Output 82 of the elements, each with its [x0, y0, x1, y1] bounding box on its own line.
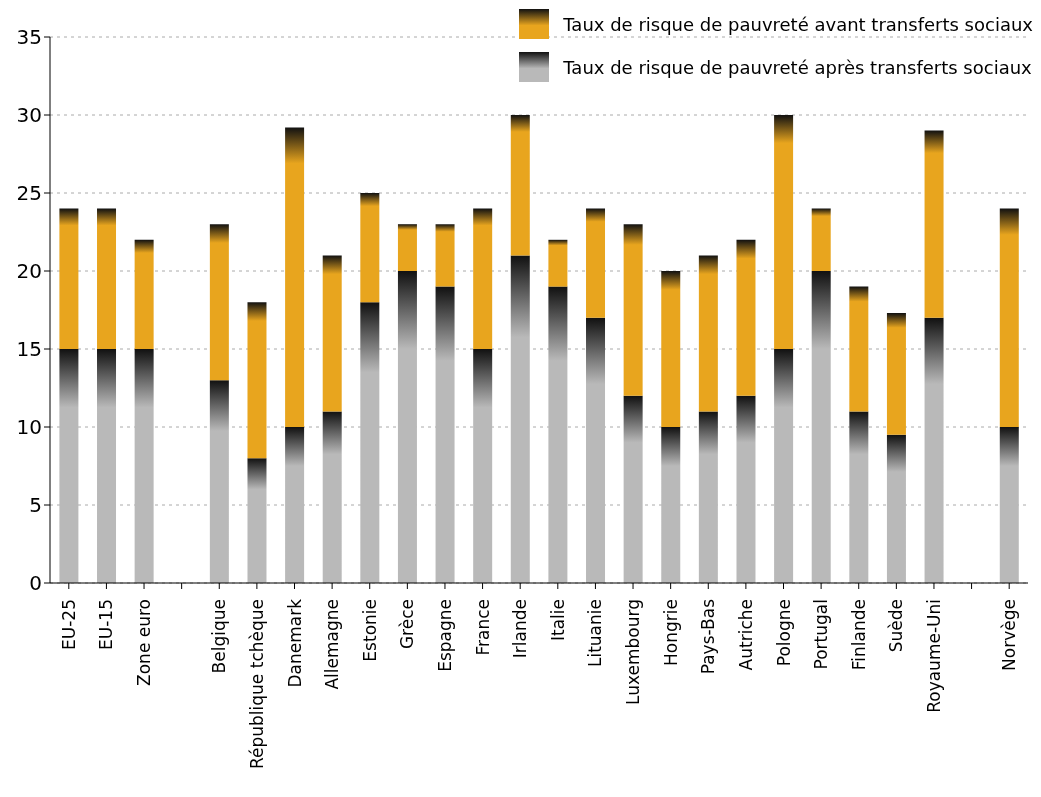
bar — [97, 349, 117, 583]
y-tick-label: 30 — [16, 103, 42, 128]
bar — [999, 427, 1019, 583]
bar — [59, 208, 79, 349]
bar — [360, 193, 380, 303]
x-tick-label: Danemark — [284, 598, 305, 688]
bar — [209, 380, 229, 583]
bar — [285, 127, 305, 427]
bar — [548, 239, 568, 287]
x-tick-label: République tchèque — [246, 599, 267, 770]
x-tick-label: Lituanie — [585, 599, 606, 668]
x-tick-label: Luxembourg — [623, 599, 644, 705]
x-tick-label: Belgique — [209, 599, 230, 674]
x-tick-label: Portugal — [811, 599, 832, 670]
x-tick-label: Espagne — [434, 599, 455, 672]
bar — [322, 411, 342, 583]
bar — [285, 427, 305, 583]
y-tick-label: 20 — [16, 259, 42, 284]
bar — [473, 208, 493, 349]
y-tick-label: 25 — [16, 181, 42, 206]
x-tick-label: Autriche — [735, 599, 756, 671]
x-tick-label: Pologne — [773, 599, 794, 667]
bar — [774, 115, 794, 349]
bar — [698, 255, 718, 412]
x-tick-label: Estonie — [359, 599, 380, 662]
y-tick-label: 10 — [16, 415, 42, 440]
bar — [661, 271, 681, 427]
bar — [247, 458, 267, 583]
x-tick-label: Royaume-Uni — [923, 599, 944, 713]
x-tick-label: Finlande — [848, 599, 869, 671]
bar — [849, 286, 869, 412]
x-tick-label: Italie — [547, 599, 568, 642]
bar — [849, 411, 869, 583]
bar — [736, 239, 756, 396]
bar — [397, 271, 417, 583]
x-tick-label: Suède — [886, 599, 907, 653]
bar — [397, 224, 417, 271]
bar — [886, 313, 906, 435]
bar — [473, 349, 493, 583]
bar — [247, 302, 267, 459]
x-tick-label: France — [472, 599, 493, 656]
bar — [510, 115, 530, 256]
y-tick-label: 35 — [16, 25, 42, 50]
bar — [924, 130, 944, 318]
bar — [999, 208, 1019, 427]
x-tick-label: Hongrie — [660, 599, 681, 666]
x-tick-label: Irlande — [510, 599, 531, 659]
legend-label: Taux de risque de pauvreté avant transferts sociaux — [563, 13, 1033, 35]
y-tick-label: 0 — [29, 571, 42, 596]
bar — [924, 317, 944, 583]
y-tick-label: 5 — [29, 493, 42, 518]
x-tick-label: Allemagne — [322, 599, 343, 690]
bar — [435, 224, 455, 287]
bar — [736, 395, 756, 583]
bar — [623, 395, 643, 583]
x-tick-label: EU-15 — [96, 599, 117, 650]
bar — [586, 208, 606, 318]
bar — [97, 208, 117, 349]
bar — [886, 434, 906, 583]
bar — [59, 349, 79, 583]
legend-label: Taux de risque de pauvreté après transferts sociaux — [563, 56, 1032, 78]
x-tick-label: Zone euro — [134, 599, 155, 686]
bar — [811, 271, 831, 583]
bar — [209, 224, 229, 381]
bar — [811, 208, 831, 271]
bar — [134, 349, 154, 583]
bar — [548, 286, 568, 583]
bar — [586, 317, 606, 583]
bar — [623, 224, 643, 396]
bar — [360, 302, 380, 583]
y-tick-label: 15 — [16, 337, 42, 362]
x-tick-label: Norvège — [999, 599, 1020, 671]
bar — [134, 239, 154, 349]
bar — [661, 427, 681, 583]
bar — [435, 286, 455, 583]
x-tick-label: EU-25 — [58, 599, 79, 650]
bar — [774, 349, 794, 583]
x-tick-label: Grèce — [397, 599, 418, 650]
bar — [322, 255, 342, 412]
bar — [510, 255, 530, 583]
x-tick-label: Pays-Bas — [698, 598, 719, 675]
bar — [698, 411, 718, 583]
